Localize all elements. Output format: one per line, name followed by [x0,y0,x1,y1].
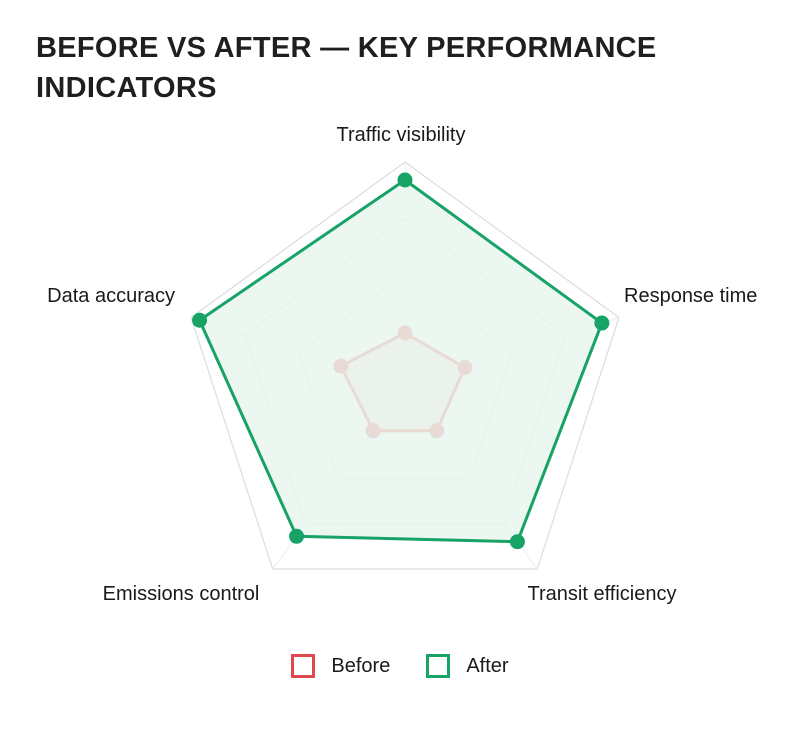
legend-item-after[interactable]: After [426,654,509,678]
legend-swatch-after [426,654,451,678]
series-area-after [198,178,604,544]
axis-label-traffic-visibility: Traffic visibility [337,124,466,146]
axis-label-transit-efficiency: Transit efficiency [528,583,677,605]
axis-label-response-time: Response time [624,285,757,307]
point-after-data-accuracy[interactable] [192,312,208,328]
point-after-emissions-control[interactable] [289,528,305,544]
axis-label-data-accuracy: Data accuracy [47,285,175,307]
series-after [192,172,610,550]
grid-ring-100 [190,161,620,570]
point-after-response-time[interactable] [594,315,610,331]
legend-label-before: Before [331,654,391,677]
chart-title: BEFORE VS AFTER — KEY PERFORMANCE INDICA… [36,32,657,104]
axis-labels: Traffic visibility Response time Transit e… [47,124,757,605]
axis-label-emissions-control: Emissions control [103,583,260,605]
point-after-traffic-visibility[interactable] [397,172,413,188]
legend-label-after: After [466,654,509,677]
point-after-transit-efficiency[interactable] [509,534,525,550]
legend-item-before[interactable]: Before [291,654,390,678]
radar-series [192,172,610,550]
legend: Before After [0,654,800,678]
legend-swatch-before [291,654,316,678]
